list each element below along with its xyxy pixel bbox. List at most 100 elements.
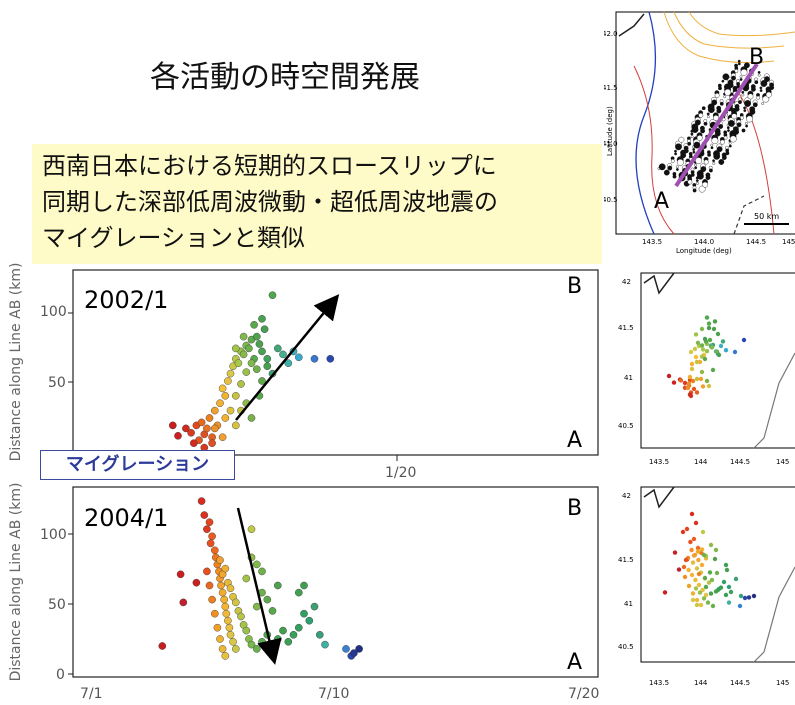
epicenter-dot [728,120,735,127]
data-point [197,418,206,427]
data-point [218,384,227,393]
data-point [210,546,219,555]
data-point [245,344,253,353]
top-epicenter-map: 50 km B A 42.0 41.5 41.0 40.5 143.5 144.… [604,6,795,260]
epicenter-dot [734,106,740,112]
map-point [708,591,714,596]
epicenter-dot [725,151,730,156]
map-point [699,354,705,359]
epicenter-dot [759,89,763,93]
data-point [252,645,261,653]
epicenter-dot [744,122,748,125]
epicenter-dot [698,113,704,118]
data-point [203,525,211,534]
map-point [697,590,703,595]
epicenter-dot [728,141,732,145]
data-point [258,638,266,646]
data-point [234,359,243,368]
data-point [294,353,303,362]
map-point [713,589,719,594]
map-point [742,595,748,601]
data-point [216,399,224,408]
map-point [672,550,678,555]
epicenter-dot [745,124,749,128]
epicenter-dot [746,115,753,123]
map-point [716,352,722,358]
map-point [699,562,705,568]
map-point [699,326,705,332]
map-point [688,539,693,545]
panel-2004-xtick-1: 7/1 [80,686,103,702]
map-point [718,343,724,349]
map1-xtick-4: 145 [776,458,789,466]
data-point [258,588,266,597]
epicenter-dot [691,126,699,134]
data-point [242,399,251,408]
map-point [683,557,689,563]
epicenter-dot [741,90,745,94]
map-point [726,584,732,590]
map-point [694,390,700,395]
data-point [226,369,235,378]
map-point [709,345,715,350]
epicenter-dot [741,128,746,133]
epicenter-dot [760,80,768,87]
map-point [728,589,734,595]
epicenter-dot [754,80,759,85]
map-point [707,337,713,343]
map-point [693,332,699,337]
data-point [342,645,350,653]
panel-2002-b: B [567,274,582,299]
epicenter-dot [680,152,687,159]
data-point [268,640,277,649]
epicenter-dot [718,86,722,91]
epicenter-dot [678,136,685,143]
epicenter-dot [729,135,737,143]
data-point [192,578,201,587]
data-point [231,645,240,653]
map2-xtick-3: 144.5 [730,679,750,687]
epicenter-dot [739,75,743,79]
map-point [706,580,712,585]
data-point [258,347,266,356]
epicenter-dot [690,172,695,177]
map1-xtick-3: 144.5 [730,458,750,466]
epicenter-dot [743,62,750,69]
epicenter-dot [738,100,742,105]
data-point [247,553,256,562]
data-point [208,439,216,448]
map-point [698,376,704,382]
map-point [693,520,699,526]
map-point [723,348,729,353]
epicenter-dot [716,108,722,114]
data-point [206,539,215,548]
epicenter-dot [724,88,732,96]
data-point [273,581,282,590]
map-point [712,556,718,562]
panel-2004-points [158,497,363,660]
data-point [210,406,219,415]
data-point [174,431,182,440]
epicenter-dot [744,100,752,107]
epicenter-dot [696,181,699,185]
panel-2002-frame [72,269,599,456]
epicenter-dot [722,73,730,81]
map-point [691,536,697,542]
data-point [279,350,287,359]
epicenter-dot [663,169,670,176]
map-ytick-1: 42.0 [604,30,618,38]
map1-ytick-4: 40.5 [618,422,634,430]
data-point [221,414,230,422]
map-point [723,592,729,598]
data-point [226,584,235,593]
map-point [690,597,696,603]
epicenter-dot [759,86,763,90]
map-ytick-2: 41.5 [604,84,618,92]
map-xtick-4: 145 [782,238,795,246]
data-point [239,332,248,341]
epicenter-dot [667,165,673,171]
epicenter-dot [713,152,721,160]
data-point [234,607,243,615]
data-point [208,595,216,604]
map-point [704,378,710,384]
